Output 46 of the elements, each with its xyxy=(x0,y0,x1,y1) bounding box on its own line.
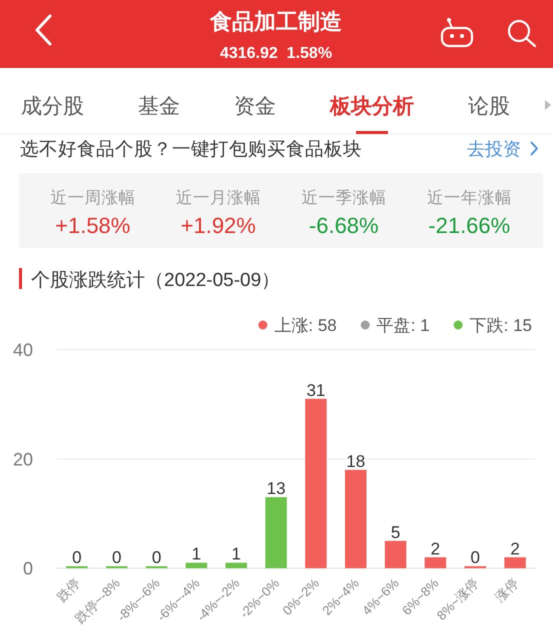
data-label: 13 xyxy=(266,479,286,498)
bar xyxy=(226,562,247,568)
y-tick-label: 0 xyxy=(22,558,33,579)
legend-label: 上涨: 58 xyxy=(274,316,337,335)
text: +1.58% xyxy=(55,213,130,238)
data-label: 0 xyxy=(152,548,162,568)
category-label: 近一周涨幅 xyxy=(50,188,136,207)
text: 4316.92 1.58% xyxy=(220,45,332,62)
x-tick-label: 跌停 xyxy=(54,576,84,605)
bar xyxy=(424,557,446,568)
text: -6.68% xyxy=(308,213,379,238)
category-label: 基金 xyxy=(138,95,180,118)
data-label: 0 xyxy=(72,548,82,568)
category-label: 近一月涨幅 xyxy=(176,188,261,207)
category-label: 近一季涨幅 xyxy=(301,188,386,207)
legend-label: 平盘: 1 xyxy=(376,316,430,335)
data-label: 0 xyxy=(112,548,122,568)
text: +1.92% xyxy=(180,213,256,238)
bar xyxy=(305,398,327,568)
data-label: 2 xyxy=(510,539,520,558)
legend-label: 下跌: 15 xyxy=(470,316,532,335)
category-label: 板块分析 xyxy=(329,95,414,118)
data-label: 0 xyxy=(470,548,480,568)
data-label: 1 xyxy=(192,544,202,564)
text: -21.66% xyxy=(428,213,510,238)
data-label: 5 xyxy=(390,522,400,542)
category-label: 论股 xyxy=(468,95,510,118)
data-label: 31 xyxy=(306,380,326,400)
category-label: 资金 xyxy=(234,95,276,118)
bar xyxy=(504,557,526,568)
bar xyxy=(384,540,406,568)
bar xyxy=(186,562,208,568)
chart-title: 个股涨跌统计（2022-05-09） xyxy=(31,270,280,291)
y-tick-label: 20 xyxy=(12,449,33,470)
y-tick-label: 40 xyxy=(12,340,33,360)
category-label: 近一年涨幅 xyxy=(426,188,512,207)
bar xyxy=(345,470,366,568)
data-label: 2 xyxy=(430,539,440,558)
data-label: 18 xyxy=(346,452,366,471)
data-label: 1 xyxy=(232,544,241,564)
text: 去投资 xyxy=(467,139,521,159)
bar xyxy=(265,497,287,568)
text: 食品加工制造 xyxy=(209,9,342,34)
text: 选不好食品个股？一键打包购买食品板块 xyxy=(20,138,362,159)
category-label: 成分股 xyxy=(21,95,84,118)
x-tick-label: 涨停 xyxy=(492,576,522,605)
